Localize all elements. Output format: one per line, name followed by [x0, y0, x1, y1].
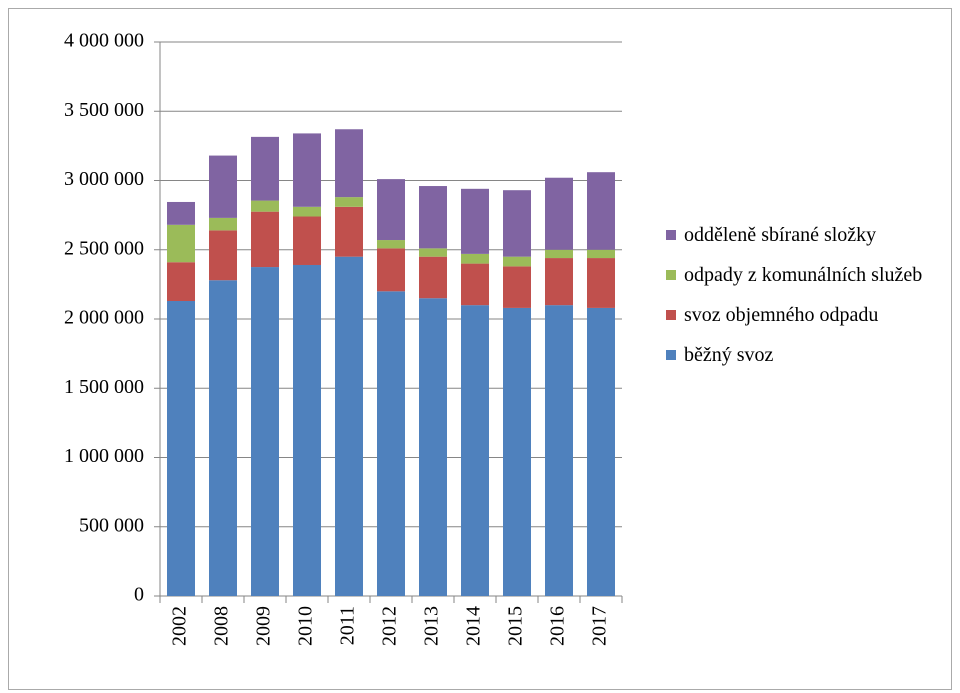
bar-segment	[503, 307, 531, 596]
y-tick-label: 1 500 000	[64, 376, 144, 398]
bar-segment	[419, 256, 447, 299]
x-tick-label: 2002	[169, 606, 191, 646]
bar-segment	[335, 197, 363, 207]
bar-segment	[293, 206, 321, 217]
bar-segment	[587, 307, 615, 596]
bar-segment	[377, 179, 405, 241]
legend-label: odděleně sbírané složky	[684, 224, 877, 246]
bar-segment	[587, 258, 615, 308]
bar-segment	[503, 256, 531, 267]
legend-label: svoz objemného odpadu	[684, 304, 879, 326]
legend-item: svoz objemného odpadu	[664, 298, 932, 332]
bar-segment	[461, 188, 489, 254]
y-tick-label: 2 500 000	[64, 237, 144, 259]
bar-segment	[419, 186, 447, 249]
bar-segment	[209, 155, 237, 218]
bar-segment	[293, 264, 321, 596]
bar-segment	[335, 206, 363, 257]
bar-segment	[587, 249, 615, 259]
bar-segment	[251, 200, 279, 212]
bar-segment	[503, 190, 531, 257]
legend-label: běžný svoz	[684, 344, 774, 366]
bar-segment	[545, 305, 573, 596]
x-tick-label: 2011	[337, 606, 359, 645]
bar-segment	[461, 253, 489, 264]
bar-segment	[251, 136, 279, 201]
y-tick-label: 0	[134, 584, 144, 606]
x-tick-label: 2015	[505, 606, 527, 646]
legend-swatch	[666, 350, 676, 360]
bar-segment	[209, 217, 237, 231]
bar-segment	[461, 263, 489, 306]
y-tick-label: 3 500 000	[64, 99, 144, 121]
bar-segment	[377, 248, 405, 292]
legend-swatch	[666, 270, 676, 280]
x-tick-label: 2010	[295, 606, 317, 646]
legend-item: běžný svoz	[664, 338, 932, 372]
y-tick-label: 2 000 000	[64, 307, 144, 329]
x-tick-label: 2014	[463, 606, 485, 646]
bar-segment	[167, 300, 195, 596]
bar-segment	[503, 266, 531, 308]
bar-segment	[545, 249, 573, 259]
legend-item: odpady z komunálních služeb	[664, 258, 932, 292]
bar-segment	[293, 133, 321, 207]
bar-segment	[335, 129, 363, 198]
legend-label: odpady z komunálních služeb	[684, 264, 923, 286]
x-tick-label: 2017	[589, 606, 611, 646]
legend-swatch	[666, 310, 676, 320]
legend-item: odděleně sbírané složky	[664, 218, 932, 252]
y-tick-label: 4 000 000	[64, 30, 144, 52]
bar-segment	[545, 177, 573, 250]
bar-segment	[293, 216, 321, 265]
x-tick-label: 2012	[379, 606, 401, 646]
x-tick-label: 2016	[547, 606, 569, 646]
bar-segment	[461, 305, 489, 596]
bar-segment	[377, 291, 405, 596]
legend-swatch	[666, 230, 676, 240]
x-tick-label: 2013	[421, 606, 443, 646]
legend: odděleně sbírané složky odpady z komunáln…	[664, 218, 932, 378]
bar-segment	[209, 280, 237, 596]
x-tick-label: 2008	[211, 606, 233, 646]
bar-segment	[335, 256, 363, 596]
bar-segment	[587, 172, 615, 250]
bar-segment	[545, 258, 573, 306]
bar-segment	[377, 240, 405, 249]
y-tick-label: 1 000 000	[64, 445, 144, 467]
frame	[8, 8, 952, 690]
bar-segment	[209, 230, 237, 281]
y-tick-label: 3 000 000	[64, 168, 144, 190]
x-tick-label: 2009	[253, 606, 275, 646]
bar-segment	[419, 298, 447, 596]
bar-segment	[251, 211, 279, 268]
bar-segment	[251, 267, 279, 596]
bar-segment	[167, 224, 195, 263]
bar-segment	[167, 262, 195, 301]
y-tick-label: 500 000	[79, 514, 144, 536]
bar-segment	[167, 201, 195, 225]
bar-segment	[419, 248, 447, 257]
